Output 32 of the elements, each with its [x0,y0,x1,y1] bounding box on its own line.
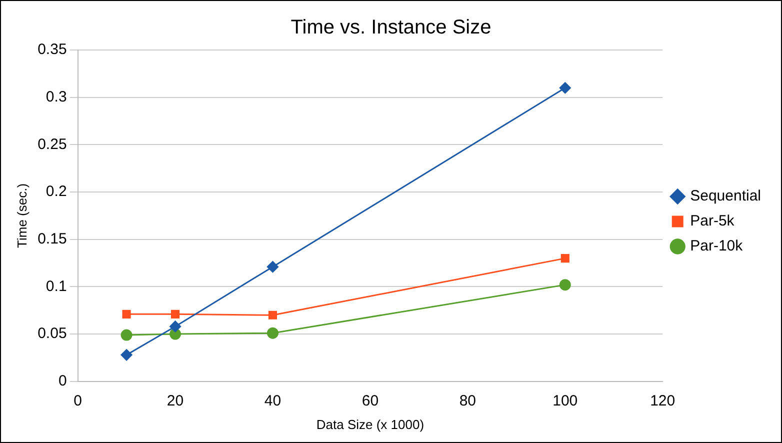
y-tick-label: 0.2 [46,183,67,200]
point [559,279,571,291]
y-tick-label: 0.15 [38,230,67,248]
x-tick-label: 0 [74,392,82,410]
x-tick-label: 20 [166,392,184,410]
y-tick-label: 0.05 [38,325,67,342]
y-tick-label: 0.35 [38,41,67,58]
y-axis-title: Time (sec.) [14,183,30,248]
x-tick-label: 80 [459,392,476,410]
point [170,310,180,318]
point [559,82,571,94]
y-tick-label: 0.3 [46,88,67,106]
y-tick-label: 0.25 [38,136,67,153]
legend-label: Sequential [690,188,762,205]
x-tick-label: 60 [362,392,379,410]
y-tick-label: 0.1 [46,278,67,295]
point [266,261,278,273]
point [268,310,278,320]
x-axis-title: Data Size (x 1000) [316,416,424,432]
point [560,254,570,263]
x-tick-label: 40 [264,392,282,410]
point [170,320,182,332]
point [120,349,132,361]
legend-label: Par-10k [690,238,744,255]
point [266,327,278,339]
x-tick-label: 100 [552,392,578,410]
chart-title: Time vs. Instance Size [290,16,492,39]
legend-label: Par-5k [690,212,735,230]
point [122,310,131,318]
y-tick-label: 0 [58,372,67,390]
x-tick-label: 120 [650,392,676,410]
point [120,329,132,341]
